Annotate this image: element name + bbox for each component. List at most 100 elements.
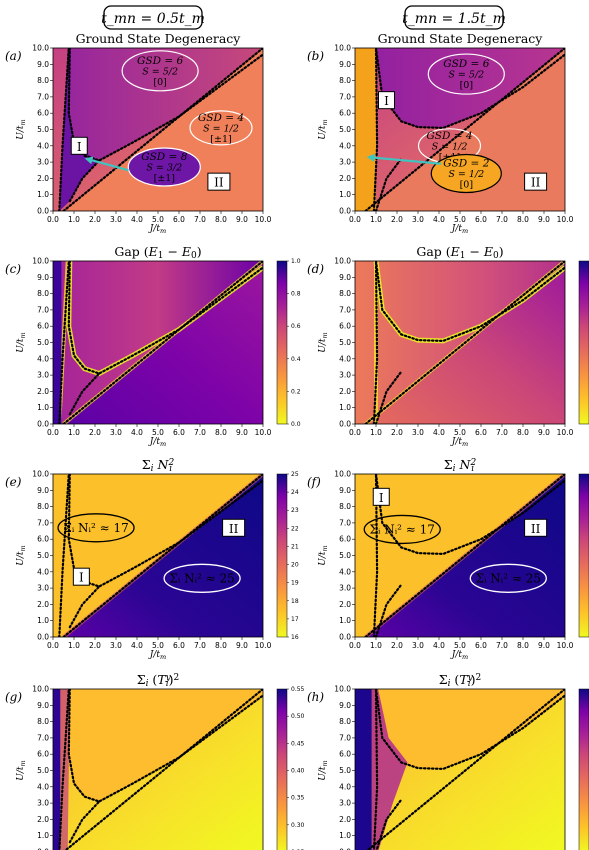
x-tick-label: 2.0: [391, 641, 403, 650]
y-tick-label: 1.0: [339, 831, 351, 840]
x-tick-label: 1.0: [68, 428, 80, 437]
y-tick-label: 0.0: [339, 848, 351, 850]
x-tick-label: 10.0: [255, 641, 272, 650]
colorbar-tick: 20: [291, 562, 299, 569]
y-tick-label: 10.0: [334, 257, 351, 266]
boundary-curve: [67, 261, 263, 375]
y-tick-label: 5.0: [339, 125, 351, 134]
panel-label: (d): [307, 262, 324, 276]
x-tick-label: 2.0: [89, 215, 101, 224]
colorbar-tick: 1.0: [291, 258, 301, 265]
region-box-label: II: [214, 176, 224, 190]
panel-e: 0.00.0 1.0 1.0 2.0 2.0 3.0 3.0 4.0 4.0 5.0 5.0 6.0 6…: [5, 457, 299, 661]
y-tick-label: 1.0: [37, 403, 49, 412]
colorbar: 0.250.300.350.400.450.500.55: [276, 686, 305, 850]
colorbar: 16 17 18 19 20 21 22 23 24 25: [276, 471, 299, 641]
arrow: [84, 156, 129, 172]
annotation-line: [0]: [460, 80, 473, 91]
panel-f: 0.00.0 1.0 1.0 2.0 2.0 3.0 3.0 4.0 4.0 5.0 5.0 6.0 6…: [307, 457, 589, 661]
panel-label: (b): [307, 49, 324, 63]
panel-c: 0.00.01.01.02.02.03.03.04.04.05.05.06.06…: [5, 244, 301, 448]
y-tick-label: 10.0: [334, 685, 351, 694]
annotation-line: GSD = 6: [443, 58, 489, 70]
colorbar-tick: 0.6: [291, 323, 301, 330]
x-axis-label: J/tm: [148, 650, 166, 661]
region-box-I: I: [372, 487, 390, 506]
x-tick-label: 4.0: [131, 428, 143, 437]
y-tick-label: 2.0: [339, 815, 351, 824]
y-tick-label: 10.0: [334, 470, 351, 479]
boundary-left: [58, 689, 70, 850]
panel-d: 0.00.0 1.0 1.0 2.0 2.0 3.0 3.0 4.0 4.0 5.0 5.0 6.0 6…: [307, 244, 589, 448]
x-axis-label: J/tm: [450, 650, 468, 661]
x-tick-label: 8.0: [215, 641, 227, 650]
annotation-line: S = 5/2: [142, 66, 178, 77]
y-axis-label: U/tm: [318, 545, 329, 565]
x-tick-label: 7.0: [496, 641, 508, 650]
annotation-line: [±1]: [154, 173, 175, 184]
heatmap-area: [355, 474, 565, 637]
annotation-line: GSD = 2: [443, 158, 489, 170]
x-tick-label: 8.0: [517, 428, 529, 437]
x-tick-label: 2.0: [89, 428, 101, 437]
colorbar-tick: 18: [291, 598, 299, 605]
region-i: [355, 48, 376, 211]
colorbar-tick: 24: [291, 489, 299, 496]
x-tick-label: 3.0: [110, 428, 122, 437]
y-tick-label: 3.0: [37, 799, 49, 808]
y-tick-label: 8.0: [37, 76, 49, 85]
x-tick-label: 4.0: [433, 428, 445, 437]
y-tick-label: 3.0: [37, 371, 49, 380]
colorbar: 0.250.300.350.400.450.500.55: [578, 688, 589, 850]
colorbar-tick: 17: [291, 616, 299, 623]
panel-title: Σi (Ty i)2: [137, 672, 180, 689]
y-tick-label: 6.0: [37, 535, 49, 544]
annotation-ellipse: GSD = 6S = 5/2[0]: [427, 53, 505, 95]
y-tick-label: 9.0: [37, 60, 49, 69]
panel-label: (a): [5, 49, 22, 63]
annotation-line: Σᵢ Nᵢ² ≈ 17: [63, 521, 128, 535]
y-tick-label: 3.0: [37, 584, 49, 593]
x-tick-label: 8.0: [517, 215, 529, 224]
y-tick-label: 8.0: [339, 717, 351, 726]
y-tick-label: 8.0: [37, 502, 49, 511]
region-box-label: I: [379, 491, 384, 505]
y-tick-label: 2.0: [339, 600, 351, 609]
boundary-diagonal: [366, 689, 565, 850]
y-tick-label: 2.0: [37, 387, 49, 396]
region-box-label: II: [531, 522, 541, 536]
panel-title: Σi N2 i: [444, 457, 477, 474]
annotation-ellipse: Σᵢ Nᵢ² ≈ 17: [57, 513, 135, 543]
colorbar-tick: 0.4: [291, 356, 301, 363]
x-tick-label: 6.0: [475, 215, 487, 224]
x-tick-label: 6.0: [475, 428, 487, 437]
x-tick-label: 3.0: [110, 641, 122, 650]
x-tick-label: 0.0: [47, 428, 59, 437]
x-tick-label: 7.0: [194, 641, 206, 650]
colorbar-tick: 0.35: [291, 795, 305, 802]
annotation-line: S = 3/2: [146, 162, 182, 173]
x-tick-label: 10.0: [557, 215, 574, 224]
x-tick-label: 7.0: [496, 215, 508, 224]
y-tick-label: 7.0: [37, 518, 49, 527]
y-tick-label: 9.0: [339, 701, 351, 710]
y-tick-label: 1.0: [339, 190, 351, 199]
y-tick-label: 5.0: [37, 551, 49, 560]
region-gsd6: [355, 48, 565, 128]
boundary-curve: [67, 474, 263, 588]
y-tick-label: 2.0: [339, 174, 351, 183]
y-tick-label: 10.0: [32, 685, 49, 694]
annotation-line: S = 5/2: [448, 70, 484, 81]
y-tick-label: 8.0: [339, 289, 351, 298]
region-box-label: I: [77, 140, 82, 154]
annotation-line: GSD = 6: [137, 55, 183, 67]
annotation-ellipse: Σᵢ Nᵢ² ≈ 25: [163, 563, 241, 593]
boundary-inner: [374, 370, 403, 424]
boundary-inner: [68, 159, 101, 203]
boundary-diagonal: [62, 474, 263, 637]
boundary-curve: [374, 689, 565, 771]
y-tick-label: 8.0: [37, 289, 49, 298]
boundary-inner: [374, 157, 403, 211]
boundary-left: [372, 474, 379, 637]
panel-label: (h): [307, 690, 324, 704]
